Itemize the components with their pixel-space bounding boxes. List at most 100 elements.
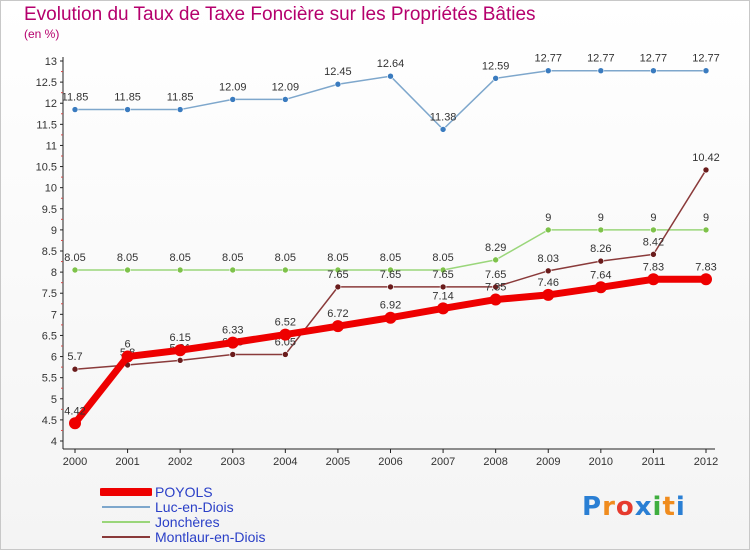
proxiti-logo: Proxiti <box>582 492 686 522</box>
data-label-luc-en-diois: 12.77 <box>692 53 720 65</box>
data-label-montlaur-en-diois: 7.65 <box>327 269 348 281</box>
y-tick-label: 7.5 <box>42 288 57 300</box>
legend-item-montlaur-en-diois: Montlaur-en-Diois <box>100 530 265 545</box>
data-label-poyols: 6 <box>125 339 131 351</box>
y-tick-label: 8 <box>51 267 57 279</box>
data-point-jonch-res <box>71 266 79 274</box>
x-tick-label: 2001 <box>115 456 139 468</box>
data-point-luc-en-diois <box>334 80 342 88</box>
legend-swatch-poyols <box>100 488 152 496</box>
legend-item-poyols: POYOLS <box>100 485 265 500</box>
data-point-poyols <box>489 293 502 306</box>
data-point-montlaur-en-diois <box>650 251 657 258</box>
data-label-jonch-res: 8.05 <box>117 252 138 264</box>
y-tick-label: 5 <box>51 394 57 406</box>
data-point-jonch-res <box>229 266 237 274</box>
x-tick-label: 2003 <box>221 456 245 468</box>
legend-label-luc-en-diois: Luc-en-Diois <box>155 499 234 515</box>
data-point-luc-en-diois <box>71 106 79 113</box>
chart-title: Evolution du Taux de Taxe Foncière sur l… <box>24 4 536 25</box>
data-point-montlaur-en-diois <box>334 283 342 291</box>
y-tick-label: 11.5 <box>36 119 57 131</box>
data-point-luc-en-diois <box>387 72 394 80</box>
x-tick-label: 2009 <box>536 456 560 468</box>
data-label-poyols: 4.42 <box>64 405 85 417</box>
data-point-montlaur-en-diois <box>597 257 605 265</box>
data-label-poyols: 7.83 <box>695 261 716 273</box>
data-point-jonch-res <box>702 226 710 234</box>
y-tick-label: 10 <box>45 183 57 195</box>
data-point-jonch-res <box>387 266 394 274</box>
y-tick-label: 12 <box>45 98 57 110</box>
data-point-montlaur-en-diois <box>492 283 499 291</box>
data-label-luc-en-diois: 11.85 <box>167 92 194 104</box>
data-point-luc-en-diois <box>492 75 499 82</box>
data-label-jonch-res: 8.05 <box>380 252 401 264</box>
data-label-jonch-res: 9 <box>598 212 604 224</box>
data-point-poyols <box>594 281 607 294</box>
data-point-montlaur-en-diois <box>71 365 79 373</box>
data-label-luc-en-diois: 11.85 <box>62 92 89 104</box>
data-label-montlaur-en-diois: 8.03 <box>538 253 559 265</box>
data-point-poyols <box>542 288 555 301</box>
data-point-montlaur-en-diois <box>229 351 237 358</box>
data-point-jonch-res <box>124 266 131 274</box>
data-point-poyols <box>384 311 397 324</box>
data-label-montlaur-en-diois: 8.26 <box>590 243 611 255</box>
y-tick-label: 13 <box>45 56 57 68</box>
data-point-poyols <box>226 336 239 349</box>
data-label-jonch-res: 9 <box>545 212 551 224</box>
data-point-poyols <box>647 273 660 286</box>
data-label-poyols: 6.72 <box>327 308 348 320</box>
data-point-luc-en-diois <box>702 67 710 75</box>
data-point-jonch-res <box>282 266 289 274</box>
legend-swatch-montlaur-en-diois <box>102 536 150 538</box>
data-label-poyols: 6.33 <box>222 325 243 337</box>
data-point-jonch-res <box>650 226 657 234</box>
data-label-jonch-res: 8.05 <box>169 252 190 264</box>
legend: POYOLS Luc-en-Diois Jonchères Montlaur-e… <box>100 485 265 545</box>
y-tick-label: 5.5 <box>42 373 57 385</box>
data-label-jonch-res: 8.05 <box>432 252 453 264</box>
y-tick-label: 10.5 <box>36 162 57 174</box>
data-point-montlaur-en-diois <box>176 357 184 364</box>
data-point-poyols <box>331 320 344 333</box>
data-label-jonch-res: 8.05 <box>222 252 243 264</box>
data-label-luc-en-diois: 11.38 <box>430 111 457 123</box>
data-label-luc-en-diois: 12.45 <box>324 66 352 78</box>
x-tick-label: 2011 <box>642 456 666 468</box>
data-point-luc-en-diois <box>176 106 184 113</box>
data-label-luc-en-diois: 12.64 <box>377 58 405 70</box>
data-label-poyols: 6.52 <box>275 317 296 329</box>
legend-swatch-luc-en-diois <box>102 506 150 508</box>
data-label-jonch-res: 9 <box>650 212 656 224</box>
data-label-luc-en-diois: 12.77 <box>534 53 562 65</box>
data-label-jonch-res: 8.29 <box>485 242 506 254</box>
data-label-montlaur-en-diois: 7.65 <box>485 269 506 281</box>
data-point-jonch-res <box>544 226 552 234</box>
data-point-jonch-res <box>334 266 342 274</box>
y-tick-label: 6 <box>51 352 57 364</box>
y-tick-label: 11 <box>46 140 57 152</box>
x-tick-label: 2002 <box>168 456 192 468</box>
x-tick-label: 2012 <box>694 456 718 468</box>
data-label-luc-en-diois: 12.77 <box>640 53 668 65</box>
x-tick-label: 2010 <box>589 456 613 468</box>
y-tick-label: 8.5 <box>42 246 57 258</box>
data-label-luc-en-diois: 12.09 <box>272 81 300 93</box>
legend-label-poyols: POYOLS <box>155 484 213 500</box>
data-point-jonch-res <box>492 256 499 264</box>
data-point-montlaur-en-diois <box>544 267 552 275</box>
data-point-luc-en-diois <box>282 96 289 103</box>
data-label-montlaur-en-diois: 7.65 <box>432 269 453 281</box>
data-label-poyols: 7.14 <box>432 290 453 302</box>
data-point-poyols <box>279 328 292 341</box>
y-tick-label: 7 <box>51 309 57 321</box>
x-tick-label: 2008 <box>483 456 507 468</box>
y-tick-label: 6.5 <box>42 330 57 342</box>
data-point-montlaur-en-diois <box>282 351 289 358</box>
data-point-luc-en-diois <box>597 67 605 75</box>
data-label-poyols: 7.64 <box>590 269 611 281</box>
data-label-jonch-res: 8.05 <box>64 252 85 264</box>
